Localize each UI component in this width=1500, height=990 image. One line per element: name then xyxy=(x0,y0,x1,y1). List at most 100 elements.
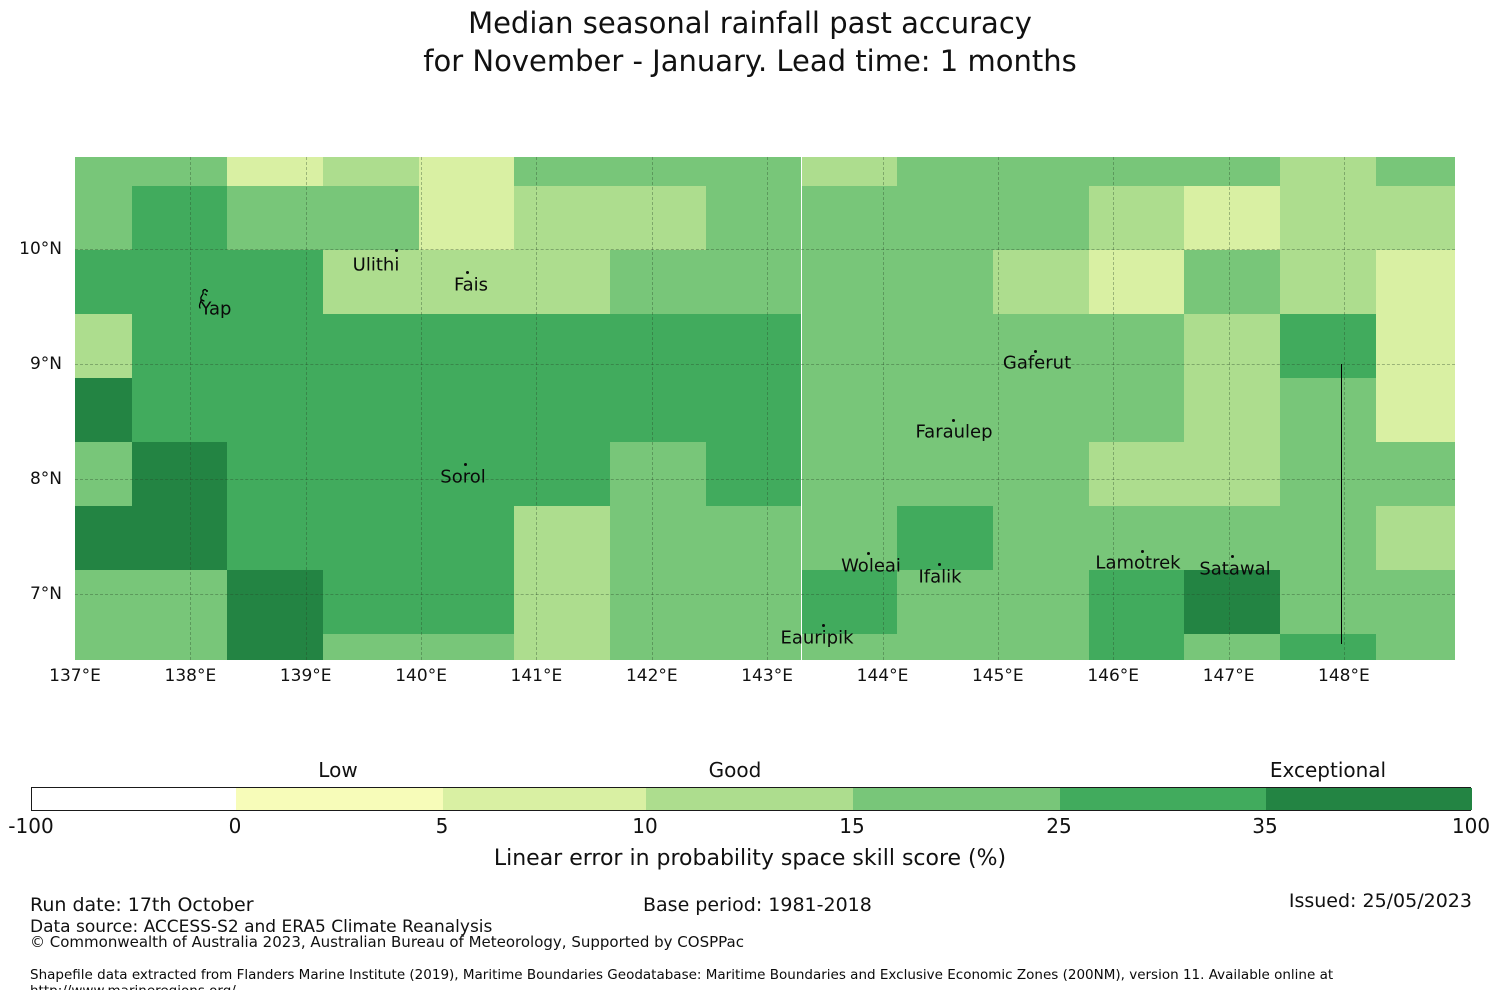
grid-cell xyxy=(418,378,515,442)
grid-cell xyxy=(705,378,802,442)
grid-cell xyxy=(1375,378,1455,442)
colorbar-zone-label-good: Good xyxy=(708,758,762,782)
place-label-satawal: Satawal xyxy=(1199,558,1271,580)
grid-cell xyxy=(1184,250,1280,314)
grid-cell xyxy=(992,157,1089,186)
latitude-gridline xyxy=(75,594,1455,595)
grid-cell xyxy=(75,634,132,660)
x-tick-label: 137°E xyxy=(49,666,101,686)
grid-cell xyxy=(992,570,1089,634)
grid-cell xyxy=(1088,186,1185,250)
grid-cell xyxy=(227,570,323,634)
yap-island-icon xyxy=(198,288,208,309)
grid-cell xyxy=(897,378,993,442)
colorbar xyxy=(31,787,1472,811)
grid-cell xyxy=(1280,570,1376,634)
y-tick-label: 9°N xyxy=(29,354,62,374)
x-tick-label: 143°E xyxy=(741,666,793,686)
grid-cell xyxy=(1280,506,1376,570)
grid-cell xyxy=(801,442,898,506)
grid-cell xyxy=(1375,634,1455,660)
grid-cell xyxy=(1088,157,1185,186)
x-tick-label: 141°E xyxy=(510,666,563,686)
colorbar-zone-label-exceptional: Exceptional xyxy=(1269,758,1387,782)
grid-cell xyxy=(514,314,611,378)
place-label-gaferut: Gaferut xyxy=(1002,352,1072,374)
place-label-fais: Fais xyxy=(453,274,489,296)
grid-cell xyxy=(132,250,228,314)
grid-cell xyxy=(323,378,419,442)
grid-cell xyxy=(1375,506,1455,570)
longitude-gridline xyxy=(1228,157,1230,660)
grid-cell xyxy=(1375,442,1455,506)
island-marker-dot xyxy=(822,624,825,627)
eez-boundary-line xyxy=(1341,364,1342,644)
grid-cell xyxy=(323,250,419,314)
grid-cell xyxy=(514,186,611,250)
grid-cell xyxy=(227,157,323,186)
longitude-gridline xyxy=(190,157,192,660)
colorbar-segment xyxy=(1266,788,1472,810)
grid-cell xyxy=(1280,250,1376,314)
grid-cell xyxy=(1280,186,1376,250)
grid-cell xyxy=(1280,442,1376,506)
grid-cell xyxy=(1088,634,1185,660)
island-marker-dot xyxy=(867,552,870,555)
x-tick-label: 148°E xyxy=(1318,666,1370,686)
grid-cell xyxy=(418,186,515,250)
grid-cell xyxy=(75,570,132,634)
longitude-gridline xyxy=(305,157,307,660)
place-label-woleai: Woleai xyxy=(841,555,901,577)
island-marker-dot xyxy=(466,271,469,274)
x-tick-label: 145°E xyxy=(971,666,1024,686)
latitude-gridline xyxy=(75,479,1455,480)
grid-cell xyxy=(132,442,228,506)
grid-cell xyxy=(610,570,706,634)
place-label-sorol: Sorol xyxy=(440,466,486,488)
colorbar-segment xyxy=(853,788,1060,810)
x-tick-label: 144°E xyxy=(856,666,909,686)
grid-cell xyxy=(227,442,323,506)
grid-cell xyxy=(801,506,898,570)
map-plot-area: Ulithi Fais Yap Gaferut Faraulep Sorol Woleai I… xyxy=(75,157,1455,660)
x-tick-label: 147°E xyxy=(1202,666,1255,686)
island-marker-dot xyxy=(952,419,955,422)
run-date-text: Run date: 17th October xyxy=(30,894,254,916)
x-tick-label: 139°E xyxy=(279,666,332,686)
longitude-gridline xyxy=(767,157,769,660)
colorbar-zone-label-low: Low xyxy=(318,758,358,782)
island-marker-dot xyxy=(395,249,398,252)
grid-cell xyxy=(1375,314,1455,378)
grid-cell xyxy=(132,570,228,634)
grid-cell xyxy=(1088,570,1185,634)
grid-cell xyxy=(801,314,898,378)
grid-cell xyxy=(1184,634,1280,660)
place-label-lamotrek: Lamotrek xyxy=(1095,552,1181,574)
grid-cell xyxy=(610,378,706,442)
grid-cell xyxy=(323,634,419,660)
y-tick-label: 8°N xyxy=(29,469,62,489)
grid-cell xyxy=(801,186,898,250)
colorbar-tick-label: 5 xyxy=(435,814,449,838)
grid-cell xyxy=(897,250,993,314)
y-tick-label: 7°N xyxy=(29,584,62,604)
grid-cell xyxy=(1375,186,1455,250)
chart-title-line1: Median seasonal rainfall past accuracy xyxy=(468,6,1032,40)
colorbar-tick-label: 0 xyxy=(228,814,242,838)
grid-cell xyxy=(1088,378,1185,442)
grid-cell xyxy=(418,442,515,506)
y-tick-label: 10°N xyxy=(19,239,62,259)
grid-cell xyxy=(227,506,323,570)
grid-cell xyxy=(514,250,611,314)
grid-cell xyxy=(801,157,898,186)
grid-cell xyxy=(610,157,706,186)
island-marker-dot xyxy=(464,463,467,466)
grid-cell xyxy=(132,186,228,250)
grid-cell xyxy=(418,634,515,660)
issued-text: Issued: 25/05/2023 xyxy=(1288,890,1472,912)
grid-cell xyxy=(992,186,1089,250)
colorbar-tick-label: 100 xyxy=(1451,814,1491,838)
grid-cell xyxy=(227,186,323,250)
grid-cell xyxy=(132,378,228,442)
